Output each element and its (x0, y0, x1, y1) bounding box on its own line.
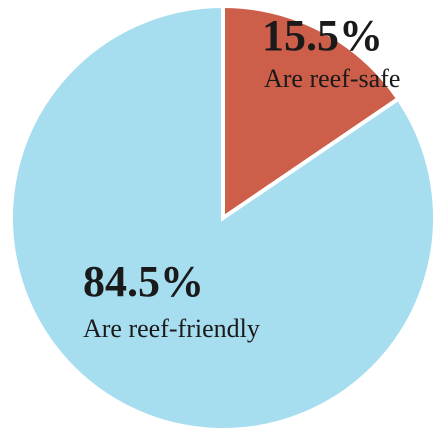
pie-slices (9, 3, 436, 432)
pie-slice-reef-safe (221, 3, 402, 222)
slice-value-label-reef-friendly: 84.5% (83, 257, 204, 306)
slice-label-reef-friendly: Are reef-friendly (83, 314, 260, 343)
slice-label-reef-safe: Are reef-safe (264, 64, 400, 93)
pie-slice-reef-friendly (9, 3, 436, 432)
slice-value-label-reef-safe: 15.5% (262, 11, 383, 60)
